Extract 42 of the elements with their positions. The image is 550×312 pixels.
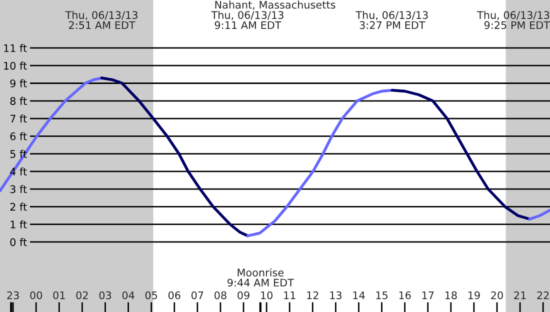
annotation: Thu, 06/13/13 3:27 PM EDT	[356, 10, 428, 30]
x-tick-label: 17	[422, 291, 434, 300]
y-tick-label: 0 ft	[10, 238, 27, 246]
y-tick-label: 7 ft	[10, 114, 27, 122]
x-tick-label: 12	[307, 291, 318, 300]
x-tick-label: 18	[445, 291, 457, 300]
x-tick-label: 23	[7, 291, 19, 300]
x-tick-label: 15	[376, 291, 388, 300]
x-tick-label: 09	[238, 291, 250, 300]
x-tick-label: 01	[53, 291, 65, 300]
x-tick-label: 03	[99, 291, 112, 300]
x-tick-label: 20	[491, 291, 503, 300]
x-tick-label: 08	[214, 291, 226, 300]
annotation: Moonrise 9:44 AM EDT	[228, 268, 294, 287]
x-tick-label: 04	[122, 291, 134, 300]
y-tick-label: 11 ft	[4, 44, 27, 52]
x-tick-label: 21	[514, 291, 526, 300]
x-tick-label: 02	[76, 291, 88, 300]
y-tick-label: 9 ft	[10, 79, 27, 88]
chart-title: Nahant, Massachusetts	[215, 0, 336, 10]
annotation: Thu, 06/13/13 2:51 AM EDT	[65, 10, 138, 30]
x-tick-label: 11	[284, 291, 296, 300]
x-tick-label: 07	[191, 291, 204, 300]
y-tick-label: 3 ft	[10, 185, 27, 194]
x-tick-label: 05	[145, 291, 158, 300]
y-tick-label: 10 ft	[4, 62, 27, 70]
annotation: Thu, 06/13/13 9:25 PM EDT	[477, 10, 550, 30]
y-tick-label: 8 ft	[10, 96, 27, 105]
y-tick-label: 6 ft	[10, 132, 27, 140]
x-tick-label: 00	[30, 291, 42, 300]
x-tick-label: 16	[399, 291, 411, 300]
y-tick-label: 5 ft	[10, 150, 27, 158]
y-tick-label: 2 ft	[10, 202, 27, 211]
x-tick-label: 13	[330, 291, 342, 300]
x-tick-label: 14	[353, 291, 365, 300]
x-tick-label: 06	[168, 291, 180, 300]
x-tick-label: 22	[537, 291, 549, 300]
x-tick-label: 19	[468, 291, 480, 300]
y-tick-label: 1 ft	[10, 220, 27, 228]
y-tick-label: 4 ft	[10, 167, 27, 176]
x-tick-label: 10	[261, 291, 272, 300]
annotation: Thu, 06/13/13 9:11 AM EDT	[211, 10, 284, 30]
